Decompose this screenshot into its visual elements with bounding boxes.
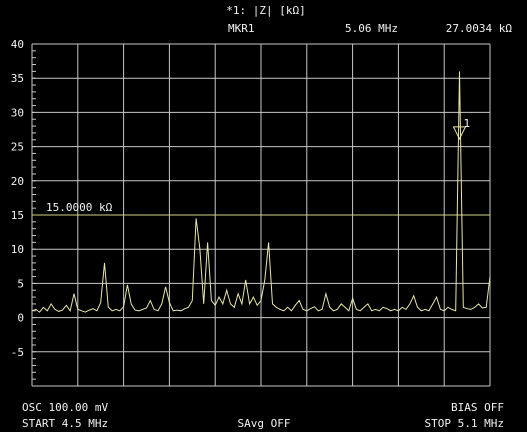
marker-frequency: 5.06 MHz <box>345 22 398 35</box>
marker-value: 27.0034 kΩ <box>446 22 513 35</box>
y-tick-label: 35 <box>11 72 24 85</box>
stop-frequency: STOP 5.1 MHz <box>425 417 504 430</box>
marker-group: 1 <box>452 117 470 141</box>
reference-line-label: 15.0000 kΩ <box>46 201 113 214</box>
y-tick-label: -5 <box>11 346 24 359</box>
trace-label: *1: |Z| [kΩ] <box>226 4 305 17</box>
plot-area: -5 0 5 10 15 20 25 30 35 40 15.0000 kΩ 1 <box>11 38 491 387</box>
marker-label: MKR1 <box>228 22 255 35</box>
y-tick-label: 40 <box>11 38 24 51</box>
y-tick-label: 25 <box>11 141 24 154</box>
reference-line-group: 15.0000 kΩ <box>32 201 490 216</box>
y-tick-label: 15 <box>11 209 24 222</box>
marker-id-label: 1 <box>463 117 470 130</box>
marker-triangle <box>452 126 467 141</box>
start-frequency: START 4.5 MHz <box>22 417 108 430</box>
sweep-average-status: SAvg OFF <box>238 417 291 430</box>
y-tick-label: 30 <box>11 106 24 119</box>
y-tick-label: 5 <box>17 277 24 290</box>
osc-level: OSC 100.00 mV <box>22 401 108 414</box>
y-tick-labels: -5 0 5 10 15 20 25 30 35 40 <box>11 38 24 359</box>
y-tick-label: 0 <box>17 312 24 325</box>
minor-ticks <box>32 43 36 387</box>
y-tick-label: 20 <box>11 175 24 188</box>
bias-status: BIAS OFF <box>451 401 504 414</box>
trace-line <box>31 71 491 313</box>
y-tick-label: 10 <box>11 243 24 256</box>
grid <box>31 43 491 387</box>
